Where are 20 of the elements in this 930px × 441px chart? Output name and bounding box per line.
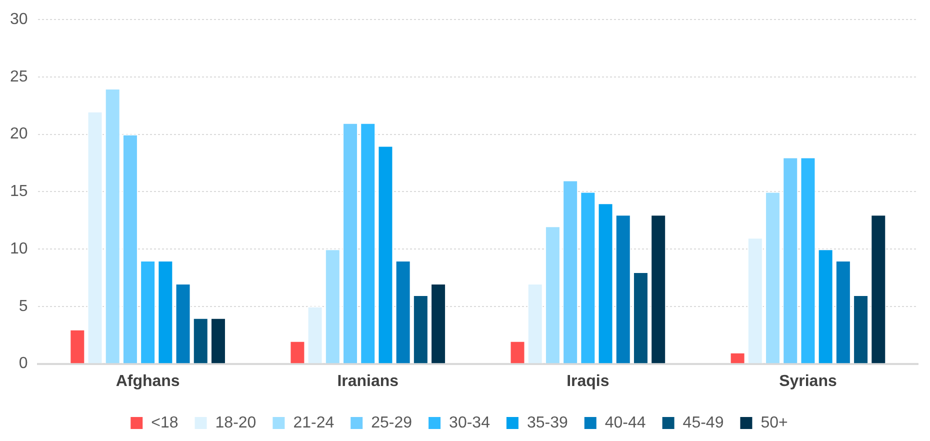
x-tick-label: Afghans (116, 372, 180, 390)
legend-label: <18 (151, 414, 178, 432)
legend-label: 50+ (760, 414, 788, 432)
legend-label: 45-49 (682, 414, 724, 432)
x-tick-label: Iraqis (566, 372, 610, 390)
legend-label: 35-39 (526, 414, 568, 432)
x-tick-label: Iranians (337, 372, 399, 390)
legend-label: 21-24 (293, 414, 334, 432)
y-tick-label: 0 (18, 355, 28, 372)
y-tick-label: 20 (10, 126, 28, 143)
y-tick-label: 5 (18, 298, 28, 315)
y-tick-label: 30 (10, 11, 28, 28)
y-tick-label: 15 (10, 183, 28, 200)
legend-label: 30-34 (449, 414, 490, 432)
legend-label: 25-29 (371, 414, 412, 432)
x-tick-label: Syrians (779, 372, 837, 390)
y-tick-label: 25 (10, 68, 28, 86)
legend-label: 18-20 (215, 414, 256, 432)
y-tick-label: 10 (10, 240, 28, 258)
legend-label: 40-44 (604, 414, 646, 432)
